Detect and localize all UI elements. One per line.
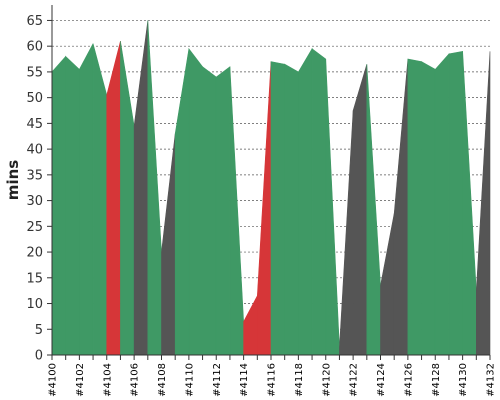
area-segment-#4102 — [79, 43, 94, 356]
area-segment-#4104 — [106, 40, 121, 356]
area-segment-#4113 — [229, 66, 244, 356]
x-tick-label: #4110 — [184, 363, 195, 397]
x-tick-label: #4108 — [157, 363, 168, 397]
y-tick-label: 20 — [26, 246, 43, 261]
x-tick-label: #4104 — [102, 363, 113, 397]
area-segment-#4101 — [65, 55, 80, 356]
y-tick-label: 50 — [26, 91, 43, 106]
x-tick-label: #4106 — [130, 363, 141, 397]
area-segment-#4109 — [174, 48, 190, 356]
x-tick-label: #4102 — [75, 363, 86, 397]
area-segment-#4105 — [120, 40, 135, 356]
x-tick-label: #4122 — [349, 363, 360, 397]
y-tick-label: 10 — [26, 297, 43, 312]
y-tick-label: 45 — [26, 117, 43, 132]
area-segment-#4112 — [215, 66, 231, 356]
area-segment-#4118 — [298, 47, 313, 356]
x-tick-label: #4124 — [376, 363, 387, 397]
area-segment-#4122 — [352, 64, 368, 356]
area-segment-#4123 — [366, 64, 381, 356]
area-segment-#4119 — [311, 48, 327, 356]
y-tick-label: 15 — [26, 271, 43, 286]
area-segment-#4126 — [407, 58, 422, 356]
x-tick-label: #4114 — [239, 363, 250, 397]
area-segment-#4103 — [92, 43, 108, 356]
area-segment-#4128 — [434, 53, 450, 356]
area-segment-#4108 — [161, 133, 176, 356]
y-tick-label: 0 — [35, 349, 43, 364]
y-tick-label: 25 — [26, 220, 43, 235]
x-tick-label: #4116 — [267, 363, 278, 397]
x-tick-label: #4118 — [294, 363, 305, 397]
y-tick-label: 5 — [35, 323, 43, 338]
area-segment-#4127 — [421, 61, 436, 356]
area-segment-#4130 — [462, 51, 477, 356]
y-tick-label: 30 — [26, 194, 43, 209]
y-tick-label: 55 — [26, 65, 43, 80]
x-tick-label: #4120 — [321, 363, 332, 397]
area-segment-#4121 — [339, 110, 354, 356]
area-segment-#4125 — [393, 59, 409, 356]
area-segment-#4117 — [284, 63, 299, 356]
area-segment-#4115 — [257, 61, 272, 356]
y-axis-title: mins — [4, 160, 22, 200]
area-segment-#4124 — [380, 213, 395, 356]
area-segment-#4120 — [325, 59, 340, 356]
x-tick-label: #4100 — [48, 363, 59, 397]
area-segment-#4106 — [133, 20, 149, 356]
area-segment-#4111 — [202, 66, 217, 356]
area-segment-#4114 — [243, 295, 258, 356]
area-segment-#4107 — [147, 20, 162, 356]
y-tick-label: 35 — [26, 168, 43, 183]
area-segment-#4116 — [270, 61, 285, 356]
y-tick-label: 65 — [26, 14, 43, 29]
x-tick-label: #4130 — [458, 363, 469, 397]
x-axis-ticks: #4100 #4102 #4104 #4106 #4108 #4110 #4112 #4114… — [48, 355, 497, 397]
x-tick-label: #4128 — [431, 363, 442, 397]
area-series — [51, 20, 491, 356]
area-segment-#4110 — [188, 47, 203, 356]
x-tick-label: #4132 — [486, 363, 497, 397]
y-tick-label: 60 — [26, 40, 43, 55]
y-axis-ticks: 0 5 10 15 20 25 30 35 40 45 50 55 60 65 — [26, 14, 52, 364]
area-segment-#4100 — [51, 55, 66, 356]
area-segment-#4131 — [476, 51, 491, 356]
x-tick-label: #4112 — [212, 363, 223, 397]
x-tick-label: #4126 — [403, 363, 414, 397]
y-tick-label: 40 — [26, 143, 43, 158]
area-segment-#4129 — [448, 50, 463, 356]
